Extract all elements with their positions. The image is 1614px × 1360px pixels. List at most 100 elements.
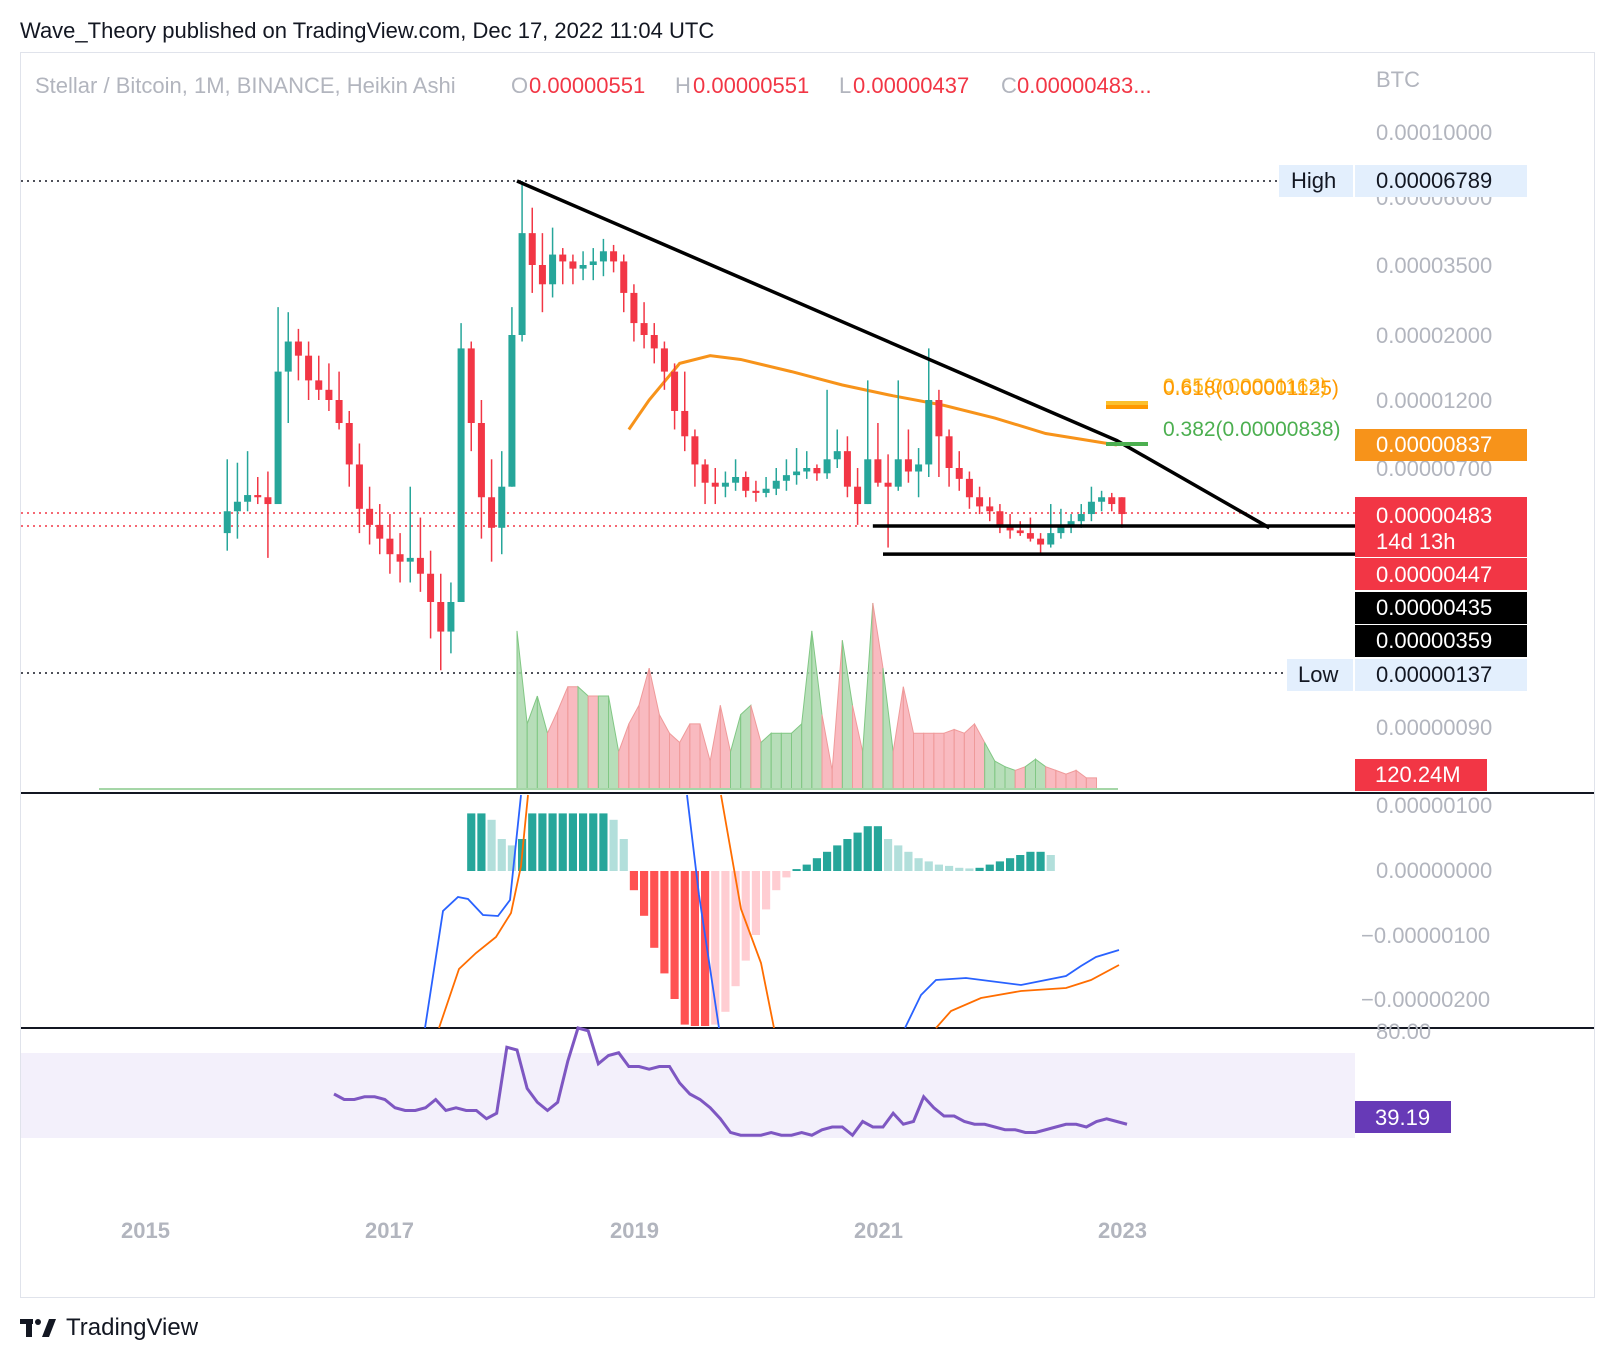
candle[interactable] — [294, 328, 302, 381]
candle[interactable] — [1057, 508, 1065, 539]
candle[interactable] — [823, 389, 831, 479]
candle[interactable] — [457, 323, 465, 602]
candle[interactable] — [772, 468, 780, 496]
candle[interactable] — [406, 486, 414, 583]
candle[interactable] — [904, 429, 912, 483]
candle[interactable] — [376, 504, 384, 555]
candle[interactable] — [732, 459, 740, 491]
candle-body — [732, 476, 740, 483]
chart-frame[interactable]: Stellar / Bitcoin, 1M, BINANCE, Heikin A… — [20, 52, 1595, 1298]
candle[interactable] — [315, 355, 323, 400]
candle[interactable] — [620, 254, 628, 313]
candle[interactable] — [467, 341, 475, 452]
high-value-badge — [1355, 165, 1527, 197]
candle[interactable] — [945, 429, 953, 487]
candle[interactable] — [345, 410, 353, 487]
candle[interactable] — [589, 248, 597, 281]
candles[interactable] — [223, 180, 1126, 671]
candle[interactable] — [976, 486, 984, 515]
candle[interactable] — [579, 251, 587, 281]
candle[interactable] — [630, 284, 638, 342]
candle[interactable] — [386, 514, 394, 574]
candle[interactable] — [986, 497, 994, 522]
macd-histogram-bar — [772, 871, 781, 891]
candle[interactable] — [416, 517, 424, 592]
candle[interactable] — [366, 486, 374, 545]
candle[interactable] — [559, 248, 567, 285]
volume-segment — [923, 732, 935, 790]
candle[interactable] — [1067, 514, 1075, 534]
candle[interactable] — [244, 451, 252, 512]
candle[interactable] — [762, 476, 770, 498]
candle[interactable] — [691, 429, 699, 487]
macd-histogram-bar — [945, 865, 954, 871]
candle[interactable] — [274, 307, 282, 505]
candle[interactable] — [508, 307, 516, 487]
candle[interactable] — [671, 363, 679, 430]
candle[interactable] — [915, 448, 923, 498]
candle[interactable] — [833, 429, 841, 468]
candle[interactable] — [549, 227, 557, 298]
candle[interactable] — [427, 550, 435, 639]
candle[interactable] — [254, 476, 262, 505]
candle[interactable] — [355, 443, 363, 534]
candle[interactable] — [610, 244, 618, 273]
candle[interactable] — [965, 471, 973, 509]
macd-histogram-bar — [538, 813, 547, 871]
candle[interactable] — [864, 380, 872, 505]
candle[interactable] — [742, 471, 750, 498]
drawings[interactable] — [516, 179, 1355, 556]
candle[interactable] — [843, 436, 851, 498]
volume-segment — [587, 695, 599, 790]
candle[interactable] — [1016, 521, 1024, 536]
candle[interactable] — [569, 254, 577, 285]
chart-canvas[interactable]: Stellar / Bitcoin, 1M, BINANCE, Heikin A… — [21, 53, 1594, 1297]
candle[interactable] — [996, 504, 1004, 534]
candle[interactable] — [528, 207, 536, 293]
candle[interactable] — [518, 180, 526, 342]
descending-trendline[interactable] — [516, 179, 1271, 530]
candle[interactable] — [650, 323, 658, 364]
candle[interactable] — [498, 451, 506, 555]
candle[interactable] — [1108, 492, 1116, 512]
candle[interactable] — [935, 389, 943, 477]
candle[interactable] — [325, 363, 333, 411]
candle[interactable] — [854, 468, 862, 525]
candle[interactable] — [640, 302, 648, 349]
candle[interactable] — [1026, 517, 1034, 542]
candle[interactable] — [813, 464, 821, 481]
candle[interactable] — [396, 533, 404, 583]
candle[interactable] — [874, 423, 882, 487]
candle[interactable] — [1118, 497, 1126, 528]
candle[interactable] — [477, 400, 485, 539]
candle[interactable] — [701, 459, 709, 505]
candle[interactable] — [437, 573, 445, 671]
candle[interactable] — [488, 459, 496, 562]
candle[interactable] — [894, 380, 902, 491]
candle[interactable] — [803, 451, 811, 479]
candle[interactable] — [538, 233, 546, 313]
candle[interactable] — [884, 454, 892, 548]
candle[interactable] — [1087, 486, 1095, 522]
candle[interactable] — [599, 238, 607, 277]
footer-logo[interactable]: TradingView — [20, 1314, 198, 1342]
candle[interactable] — [335, 371, 343, 430]
candle[interactable] — [711, 468, 719, 505]
candle[interactable] — [660, 341, 668, 390]
candle[interactable] — [793, 448, 801, 485]
candle[interactable] — [955, 451, 963, 491]
candle[interactable] — [925, 348, 933, 477]
candle[interactable] — [1077, 504, 1085, 528]
candle[interactable] — [264, 471, 272, 558]
candle[interactable] — [447, 582, 455, 654]
candle[interactable] — [721, 471, 729, 498]
candle[interactable] — [284, 312, 292, 424]
candle[interactable] — [305, 341, 313, 400]
candle[interactable] — [752, 480, 760, 502]
candle[interactable] — [1037, 533, 1045, 555]
candle[interactable] — [782, 459, 790, 491]
candle[interactable] — [233, 462, 241, 539]
candle[interactable] — [681, 371, 689, 452]
candle[interactable] — [223, 459, 231, 551]
candle[interactable] — [1098, 490, 1106, 512]
